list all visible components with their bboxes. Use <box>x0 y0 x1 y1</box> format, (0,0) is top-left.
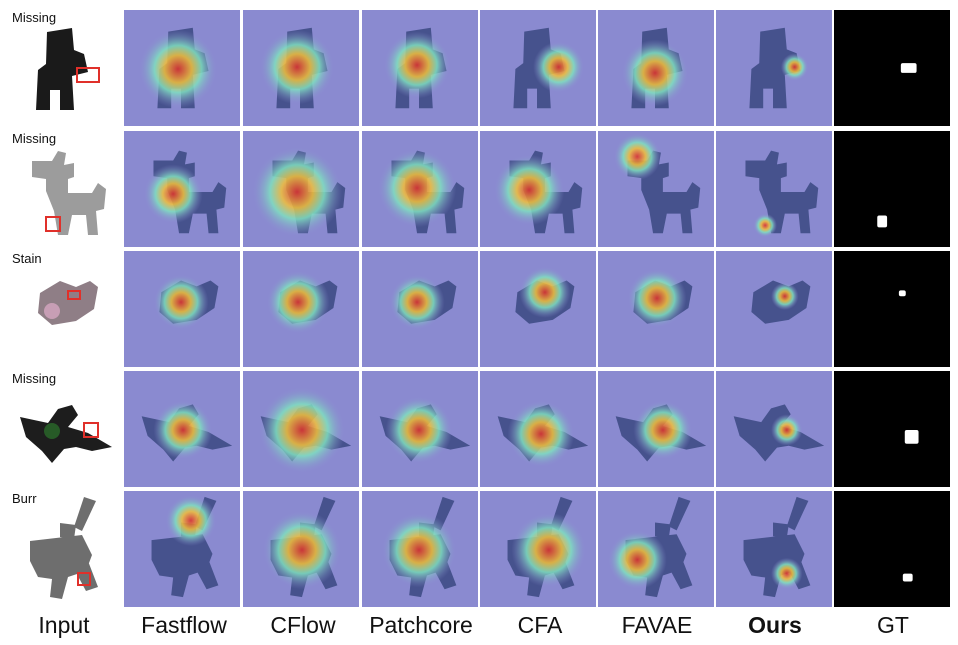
column-label-fastflow: Fastflow <box>141 612 227 638</box>
ground-truth-mask <box>834 371 950 487</box>
heatmap-cfa <box>480 251 596 367</box>
heatmap-fastflow <box>124 131 240 247</box>
heatmap-patchcore <box>362 491 478 607</box>
heatmap-patchcore <box>362 371 478 487</box>
column-label-cflow: CFlow <box>270 612 336 638</box>
heatmap-ours <box>716 131 832 247</box>
defect-label: Stain <box>12 251 42 266</box>
column-label-gt: GT <box>877 612 909 638</box>
heatmap-ours <box>716 371 832 487</box>
heatmap-patchcore <box>362 10 478 126</box>
heatmap-cfa <box>480 371 596 487</box>
heatmap-ours <box>716 491 832 607</box>
heatmap-ours <box>716 10 832 126</box>
heatmap-cflow <box>243 10 359 126</box>
defect-label: Missing <box>12 371 57 386</box>
defect-label: Burr <box>12 491 37 506</box>
heatmap-cflow <box>243 251 359 367</box>
input-image <box>2 491 120 609</box>
ground-truth-mask <box>834 491 950 607</box>
heatmap-favae <box>598 131 714 247</box>
column-label-patchcore: Patchcore <box>369 612 473 638</box>
ground-truth-mask <box>834 251 950 367</box>
heatmap-fastflow <box>124 371 240 487</box>
heatmap-cfa <box>480 491 596 607</box>
heatmap-cfa <box>480 10 596 126</box>
input-image <box>2 371 120 489</box>
column-label-cfa: CFA <box>517 612 563 638</box>
heatmap-favae <box>598 10 714 126</box>
heatmap-patchcore <box>362 251 478 367</box>
column-label-favae: FAVAE <box>621 612 693 638</box>
ground-truth-mask <box>834 10 950 126</box>
heatmap-ours <box>716 251 832 367</box>
column-label-input: Input <box>38 612 90 638</box>
heatmap-cflow <box>243 131 359 247</box>
heatmap-favae <box>598 491 714 607</box>
heatmap-favae <box>598 371 714 487</box>
heatmap-patchcore <box>362 131 478 247</box>
ground-truth-mask <box>834 131 950 247</box>
input-image <box>2 251 120 369</box>
heatmap-cflow <box>243 371 359 487</box>
heatmap-fastflow <box>124 251 240 367</box>
heatmap-fastflow <box>124 491 240 607</box>
defect-label: Missing <box>12 131 57 146</box>
heatmap-fastflow <box>124 10 240 126</box>
input-image <box>2 10 120 128</box>
column-label-ours: Ours <box>748 612 802 638</box>
defect-label: Missing <box>12 10 57 25</box>
input-image <box>2 131 120 249</box>
heatmap-cflow <box>243 491 359 607</box>
heatmap-favae <box>598 251 714 367</box>
heatmap-cfa <box>480 131 596 247</box>
